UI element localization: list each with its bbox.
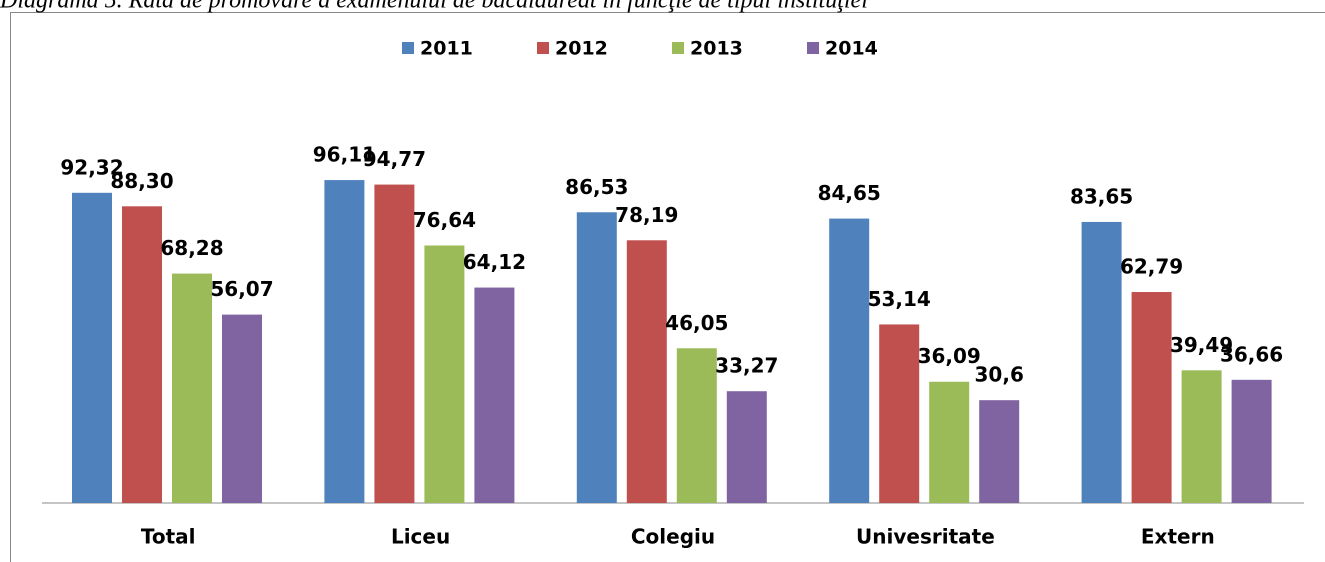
legend-swatch <box>537 42 549 54</box>
data-label: 76,64 <box>413 208 476 232</box>
bar <box>829 218 870 504</box>
bar <box>1081 221 1122 503</box>
data-label: 88,30 <box>110 169 173 193</box>
data-label: 62,79 <box>1120 255 1183 279</box>
bar <box>424 245 465 503</box>
data-label: 56,07 <box>210 277 273 301</box>
data-label: 83,65 <box>1070 184 1133 208</box>
x-tick-label: Univesritate <box>856 525 995 549</box>
bar <box>1231 379 1272 503</box>
data-label: 68,28 <box>160 236 223 260</box>
chart-title: Diagrama 5. Rata de promovare a examenul… <box>0 0 868 14</box>
x-tick-label: Colegiu <box>631 525 715 549</box>
bar <box>122 206 162 503</box>
bar <box>222 314 262 503</box>
data-label: 92,32 <box>60 155 123 179</box>
data-label: 53,14 <box>868 287 931 311</box>
bar <box>172 273 212 503</box>
data-label: 84,65 <box>818 181 881 205</box>
legend-swatch <box>672 42 684 54</box>
bar <box>1131 292 1172 503</box>
chart-frame <box>10 12 1325 562</box>
bar <box>676 348 717 503</box>
bar <box>72 192 112 503</box>
data-label: 86,53 <box>565 175 628 199</box>
bar <box>979 400 1020 503</box>
data-label: 46,05 <box>665 311 728 335</box>
legend-label: 2012 <box>555 38 608 60</box>
legend-swatch <box>807 42 819 54</box>
bar <box>474 287 515 503</box>
bar <box>324 180 365 503</box>
bar <box>1181 370 1222 503</box>
data-label: 64,12 <box>463 250 526 274</box>
bar <box>576 212 617 503</box>
x-tick-label: Total <box>141 525 196 549</box>
x-tick-label: Liceu <box>391 525 450 549</box>
legend-label: 2011 <box>420 38 473 60</box>
x-tick-label: Extern <box>1141 525 1215 549</box>
data-label: 94,77 <box>363 147 426 171</box>
bar <box>374 184 415 503</box>
data-label: 30,6 <box>975 363 1024 387</box>
data-label: 36,66 <box>1220 342 1283 366</box>
bar <box>879 324 920 503</box>
legend-swatch <box>402 42 414 54</box>
data-label: 36,09 <box>918 344 981 368</box>
data-label: 33,27 <box>715 354 778 378</box>
legend-label: 2014 <box>825 38 878 60</box>
data-label: 39,49 <box>1170 333 1233 357</box>
bar <box>929 381 970 503</box>
bar <box>626 240 667 503</box>
data-label: 78,19 <box>615 203 678 227</box>
bar <box>726 391 767 503</box>
legend-label: 2013 <box>690 38 743 60</box>
data-label: 96,11 <box>313 143 376 167</box>
